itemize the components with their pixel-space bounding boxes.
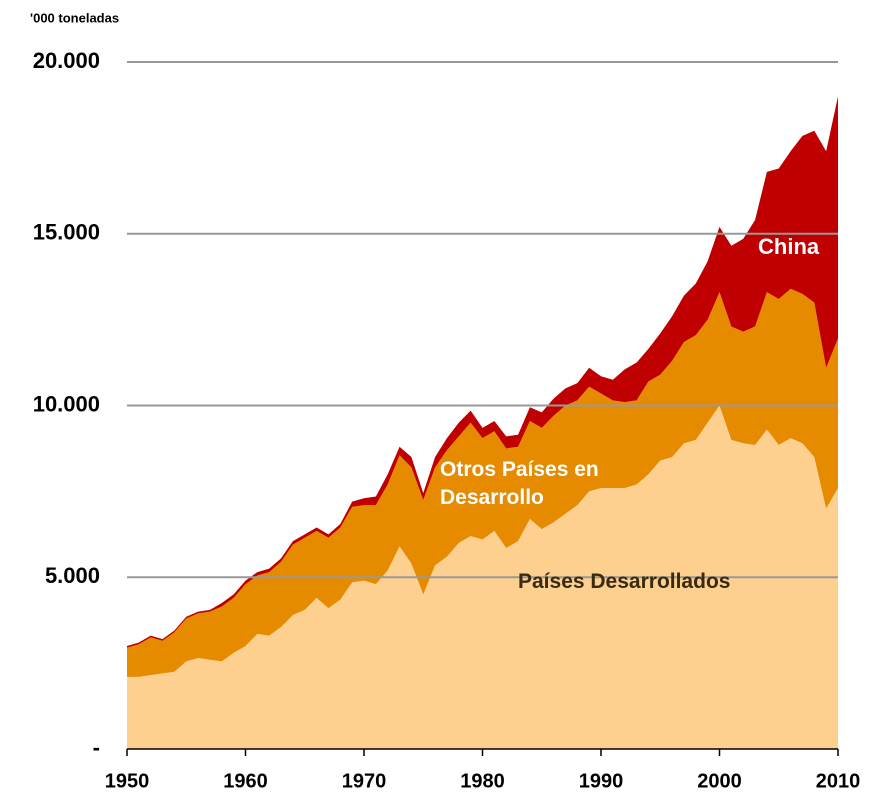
area xyxy=(127,288,838,677)
y-tick-label: 5.000 xyxy=(45,563,100,588)
x-tick-label: 1980 xyxy=(460,770,505,792)
x-tick-label: 2010 xyxy=(816,770,861,792)
series-label: Otros Países en Desarrollo xyxy=(440,458,599,509)
x-tick-label: 1990 xyxy=(579,770,624,792)
series-label: Países Desarrollados xyxy=(518,570,731,593)
x-tick-label: 2000 xyxy=(697,770,742,792)
y-axis-label: '000 toneladas xyxy=(30,10,119,25)
x-tick-label: 1950 xyxy=(105,770,150,792)
y-tick-label: 15.000 xyxy=(33,220,100,245)
x-tick-label: 1960 xyxy=(223,770,268,792)
y-tick-label: 10.000 xyxy=(33,391,100,416)
y-tick-label: - xyxy=(93,735,100,760)
y-tick-label: 20.000 xyxy=(33,48,100,73)
series-label: China xyxy=(758,234,820,259)
x-tick-label: 1970 xyxy=(342,770,387,792)
